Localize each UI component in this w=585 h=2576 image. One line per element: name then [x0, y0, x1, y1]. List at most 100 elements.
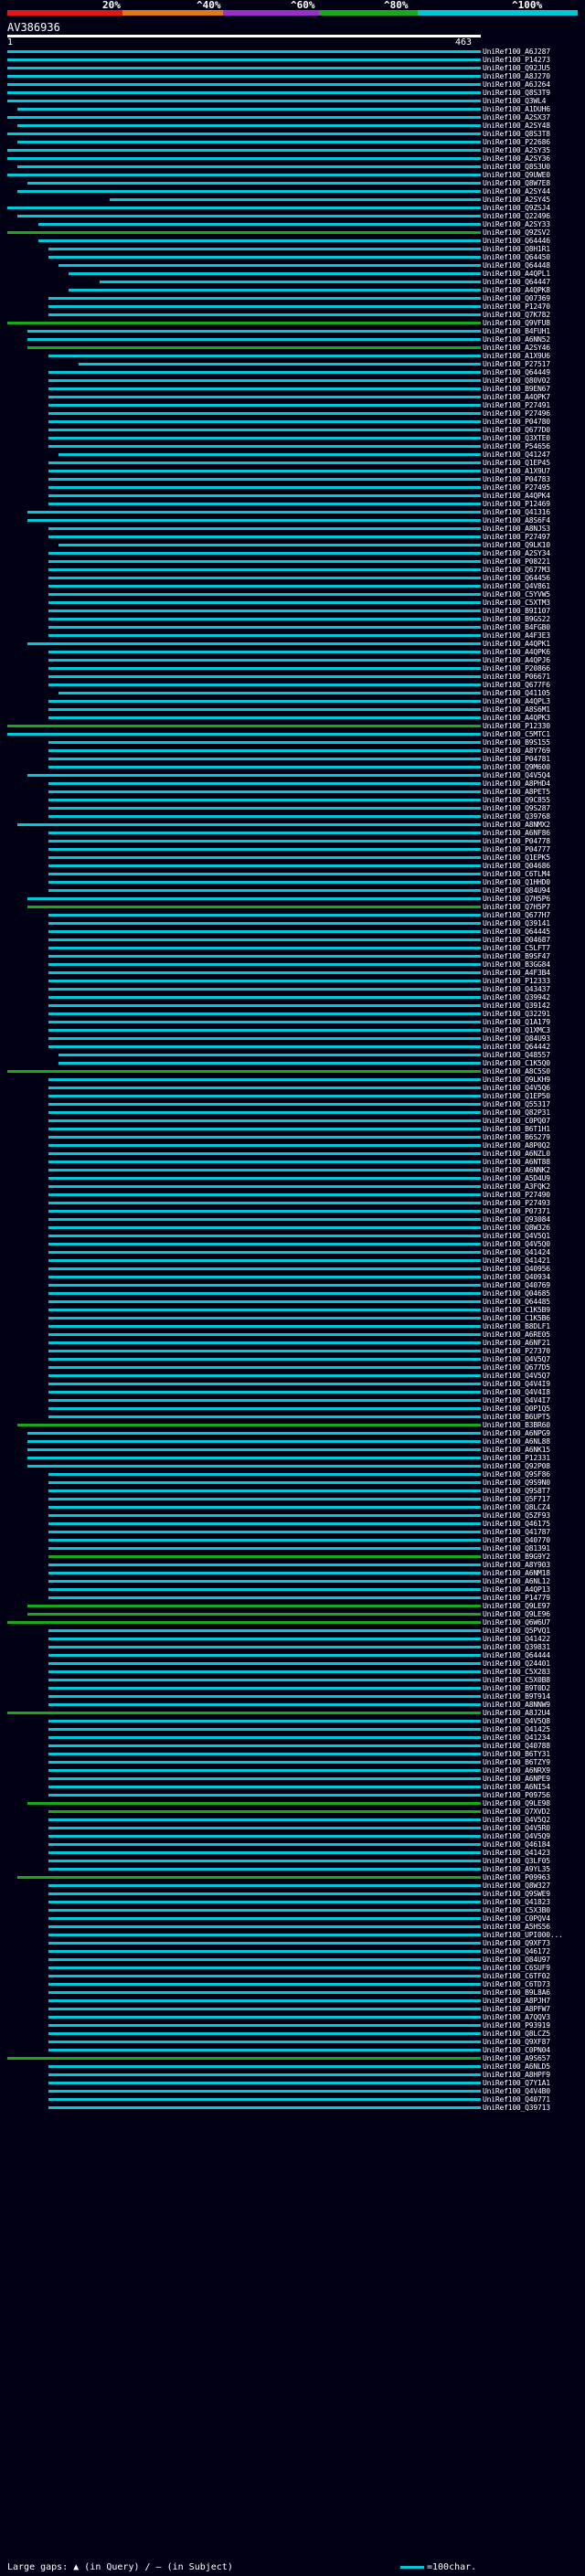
- hit-row[interactable]: UniRef100_B9GS22: [0, 615, 585, 623]
- hit-row[interactable]: UniRef100_Q9UWE0: [0, 171, 585, 179]
- hit-label[interactable]: UniRef100_P27491: [483, 401, 550, 409]
- hit-label[interactable]: UniRef100_Q41787: [483, 1528, 550, 1536]
- hit-row[interactable]: UniRef100_Q6W6U7: [0, 1618, 585, 1627]
- hit-row[interactable]: UniRef100_Q1EPK5: [0, 853, 585, 862]
- hit-row[interactable]: UniRef100_A2SY35: [0, 146, 585, 154]
- hit-label[interactable]: UniRef100_C5MTC1: [483, 730, 550, 738]
- hit-row[interactable]: UniRef100_A8NNW9: [0, 1701, 585, 1709]
- hit-label[interactable]: UniRef100_C0PQ07: [483, 1117, 550, 1125]
- hit-row[interactable]: UniRef100_Q46175: [0, 1520, 585, 1528]
- hit-row[interactable]: UniRef100_C5X0B8: [0, 1676, 585, 1684]
- hit-row[interactable]: UniRef100_Q8S3T8: [0, 130, 585, 138]
- hit-label[interactable]: UniRef100_A5HS56: [483, 1923, 550, 1931]
- hit-row[interactable]: UniRef100_A6NF86: [0, 829, 585, 837]
- hit-label[interactable]: UniRef100_Q1XMC3: [483, 1026, 550, 1034]
- hit-row[interactable]: UniRef100_C1K5Q0: [0, 1059, 585, 1067]
- hit-row[interactable]: UniRef100_Q4V4B0: [0, 2087, 585, 2095]
- hit-label[interactable]: UniRef100_P22686: [483, 138, 550, 146]
- hit-label[interactable]: UniRef100_A8P0Q2: [483, 1141, 550, 1150]
- hit-row[interactable]: UniRef100_Q84U97: [0, 1956, 585, 1964]
- hit-label[interactable]: UniRef100_Q39831: [483, 1643, 550, 1651]
- hit-label[interactable]: UniRef100_Q64447: [483, 278, 550, 286]
- hit-row[interactable]: UniRef100_A5HS56: [0, 1923, 585, 1931]
- hit-row[interactable]: UniRef100_A2SY44: [0, 187, 585, 196]
- hit-row[interactable]: UniRef100_B3BR60: [0, 1421, 585, 1429]
- hit-row[interactable]: UniRef100_Q5PVQ1: [0, 1627, 585, 1635]
- hit-row[interactable]: UniRef100_A6NL12: [0, 1577, 585, 1585]
- hit-row[interactable]: UniRef100_Q4V5Q7: [0, 1355, 585, 1363]
- hit-label[interactable]: UniRef100_A9YL35: [483, 1865, 550, 1873]
- hit-label[interactable]: UniRef100_A8PFW7: [483, 2005, 550, 2013]
- hit-row[interactable]: UniRef100_P27495: [0, 483, 585, 492]
- hit-label[interactable]: UniRef100_C6TLM4: [483, 870, 550, 878]
- hit-label[interactable]: UniRef100_Q7H5P7: [483, 903, 550, 911]
- hit-row[interactable]: UniRef100_Q3WL4: [0, 97, 585, 105]
- hit-row[interactable]: UniRef100_Q07369: [0, 294, 585, 302]
- hit-row[interactable]: UniRef100_Q8S3U0: [0, 163, 585, 171]
- hit-label[interactable]: UniRef100_A2SY35: [483, 146, 550, 154]
- hit-label[interactable]: UniRef100_Q04687: [483, 936, 550, 944]
- hit-label[interactable]: UniRef100_B6TY31: [483, 1750, 550, 1758]
- hit-label[interactable]: UniRef100_Q64448: [483, 261, 550, 270]
- hit-label[interactable]: UniRef100_Q64449: [483, 368, 550, 376]
- hit-label[interactable]: UniRef100_P07371: [483, 1207, 550, 1215]
- hit-label[interactable]: UniRef100_C5X0B8: [483, 1676, 550, 1684]
- hit-row[interactable]: UniRef100_A4QPL3: [0, 697, 585, 705]
- hit-row[interactable]: UniRef100_Q8S3T9: [0, 89, 585, 97]
- hit-label[interactable]: UniRef100_Q40788: [483, 1742, 550, 1750]
- hit-row[interactable]: UniRef100_B9T914: [0, 1692, 585, 1701]
- hit-row[interactable]: UniRef100_A8PHD4: [0, 779, 585, 788]
- hit-row[interactable]: UniRef100_B6TZY9: [0, 1758, 585, 1766]
- hit-label[interactable]: UniRef100_P12470: [483, 302, 550, 311]
- hit-label[interactable]: UniRef100_A1DUH6: [483, 105, 550, 113]
- hit-row[interactable]: UniRef100_P20866: [0, 664, 585, 673]
- hit-row[interactable]: UniRef100_Q64442: [0, 1043, 585, 1051]
- hit-label[interactable]: UniRef100_C5XTM3: [483, 599, 550, 607]
- hit-label[interactable]: UniRef100_A6J264: [483, 80, 550, 89]
- hit-row[interactable]: UniRef100_Q9LE98: [0, 1799, 585, 1807]
- hit-label[interactable]: UniRef100_B9GS22: [483, 615, 550, 623]
- hit-row[interactable]: UniRef100_C6TLM4: [0, 870, 585, 878]
- hit-row[interactable]: UniRef100_Q41823: [0, 1898, 585, 1906]
- hit-row[interactable]: UniRef100_C5LFT7: [0, 944, 585, 952]
- hit-row[interactable]: UniRef100_A8J270: [0, 72, 585, 80]
- hit-row[interactable]: UniRef100_Q64445: [0, 928, 585, 936]
- hit-row[interactable]: UniRef100_C6TD73: [0, 1980, 585, 1988]
- hit-label[interactable]: UniRef100_P54656: [483, 442, 550, 451]
- hit-label[interactable]: UniRef100_P08221: [483, 557, 550, 566]
- hit-row[interactable]: UniRef100_A6NZL0: [0, 1150, 585, 1158]
- hit-label[interactable]: UniRef100_Q6W6U7: [483, 1618, 550, 1627]
- hit-label[interactable]: UniRef100_C0PN04: [483, 2046, 550, 2054]
- hit-label[interactable]: UniRef100_A6NPE9: [483, 1775, 550, 1783]
- hit-row[interactable]: UniRef100_Q39768: [0, 812, 585, 821]
- hit-label[interactable]: UniRef100_Q8S3U0: [483, 163, 550, 171]
- hit-label[interactable]: UniRef100_P20866: [483, 664, 550, 673]
- hit-label[interactable]: UniRef100_P12331: [483, 1454, 550, 1462]
- hit-row[interactable]: UniRef100_Q39141: [0, 919, 585, 928]
- hit-label[interactable]: UniRef100_Q41234: [483, 1733, 550, 1742]
- hit-label[interactable]: UniRef100_Q64445: [483, 928, 550, 936]
- hit-label[interactable]: UniRef100_Q43437: [483, 985, 550, 993]
- hit-row[interactable]: UniRef100_Q7H5P7: [0, 903, 585, 911]
- hit-label[interactable]: UniRef100_Q64456: [483, 574, 550, 582]
- hit-label[interactable]: UniRef100_Q9C855: [483, 796, 550, 804]
- hit-label[interactable]: UniRef100_A4QPK1: [483, 640, 550, 648]
- hit-row[interactable]: UniRef100_Q24401: [0, 1659, 585, 1668]
- hit-row[interactable]: UniRef100_Q4V5Q9: [0, 1832, 585, 1840]
- hit-label[interactable]: UniRef100_A8Y903: [483, 1561, 550, 1569]
- hit-row[interactable]: UniRef100_A6NNK2: [0, 1166, 585, 1174]
- hit-row[interactable]: UniRef100_P12331: [0, 1454, 585, 1462]
- hit-row[interactable]: UniRef100_Q93084: [0, 1215, 585, 1224]
- hit-label[interactable]: UniRef100_P93919: [483, 2021, 550, 2030]
- hit-label[interactable]: UniRef100_Q7H5P6: [483, 895, 550, 903]
- hit-label[interactable]: UniRef100_B9S155: [483, 738, 550, 747]
- hit-label[interactable]: UniRef100_Q9LE96: [483, 1610, 550, 1618]
- hit-row[interactable]: UniRef100_A8NJS3: [0, 525, 585, 533]
- hit-row[interactable]: UniRef100_B9I107: [0, 607, 585, 615]
- hit-label[interactable]: UniRef100_P27493: [483, 1199, 550, 1207]
- hit-label[interactable]: UniRef100_Q8S3T8: [483, 130, 550, 138]
- hit-label[interactable]: UniRef100_Q41423: [483, 1849, 550, 1857]
- hit-label[interactable]: UniRef100_Q8S3T9: [483, 89, 550, 97]
- hit-label[interactable]: UniRef100_Q39142: [483, 1002, 550, 1010]
- hit-row[interactable]: UniRef100_Q677F6: [0, 681, 585, 689]
